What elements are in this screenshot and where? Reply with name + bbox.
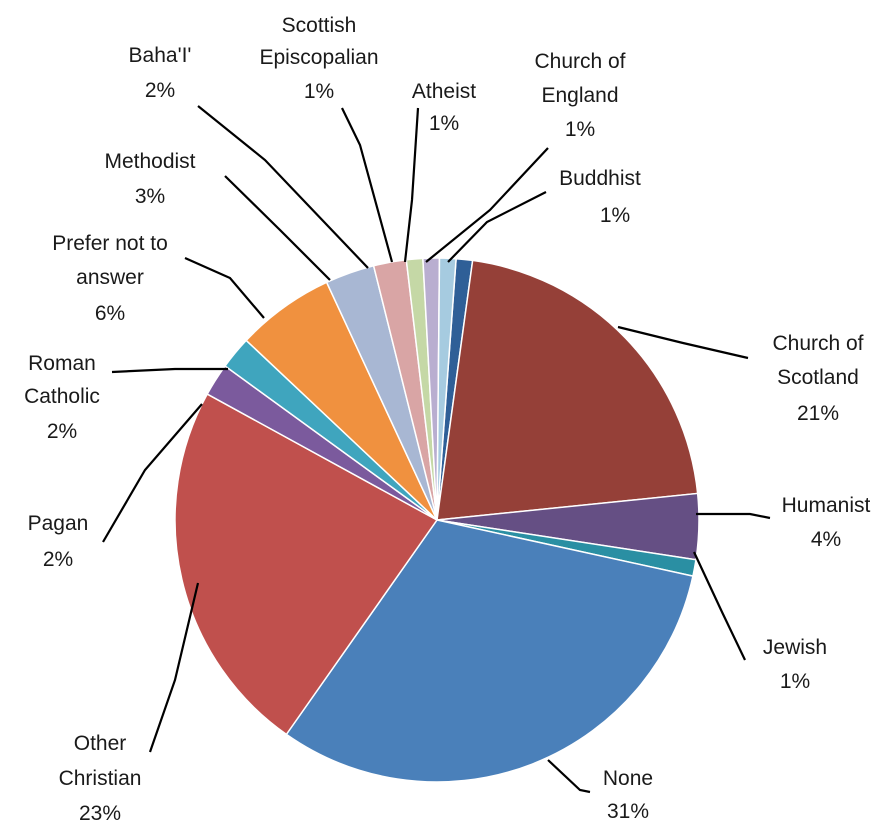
leader-line: [102, 403, 203, 543]
data-label: Church of Scotland 21%: [772, 332, 863, 425]
leader-lines: [102, 105, 771, 794]
data-label: Other Christian 23%: [59, 732, 142, 825]
data-label: Pagan 2%: [28, 512, 89, 571]
leader-line: [617, 325, 749, 360]
pie-slice-other-christian: [174, 393, 439, 736]
data-label: Atheist 1%: [412, 80, 476, 135]
leader-line: [403, 107, 420, 263]
data-label: Scottish Episcopalian 1%: [259, 14, 378, 103]
pie-slice-none: [285, 519, 694, 783]
leader-line: [696, 512, 771, 520]
data-label: Church of England 1%: [534, 50, 625, 141]
leader-line: [224, 175, 331, 281]
data-label: Humanist 4%: [782, 494, 871, 551]
pie-slice-church-of-england: [436, 257, 457, 521]
data-label: Jewish 1%: [763, 636, 827, 693]
data-label: Roman Catholic 2%: [24, 352, 100, 443]
leader-line: [184, 256, 265, 319]
data-labels: Buddhist 1% Church of Scotland 21% Humanist 4%…: [24, 14, 870, 825]
pie-slice-church-of-scotland: [436, 259, 699, 521]
leader-line: [693, 551, 746, 661]
leader-line: [547, 759, 591, 794]
leader-line: [425, 147, 549, 263]
leader-line: [148, 582, 200, 753]
leader-line: [447, 191, 547, 263]
leader-line: [341, 107, 394, 263]
data-label: Prefer not to answer 6%: [52, 232, 168, 325]
pie-slices: [174, 257, 700, 783]
data-label: Baha'I' 2%: [129, 44, 192, 102]
data-label: Buddhist 1%: [559, 167, 641, 227]
leader-line: [197, 105, 369, 269]
leader-line: [111, 367, 228, 374]
data-label: Methodist 3%: [104, 150, 195, 208]
data-label: None 31%: [603, 767, 653, 823]
